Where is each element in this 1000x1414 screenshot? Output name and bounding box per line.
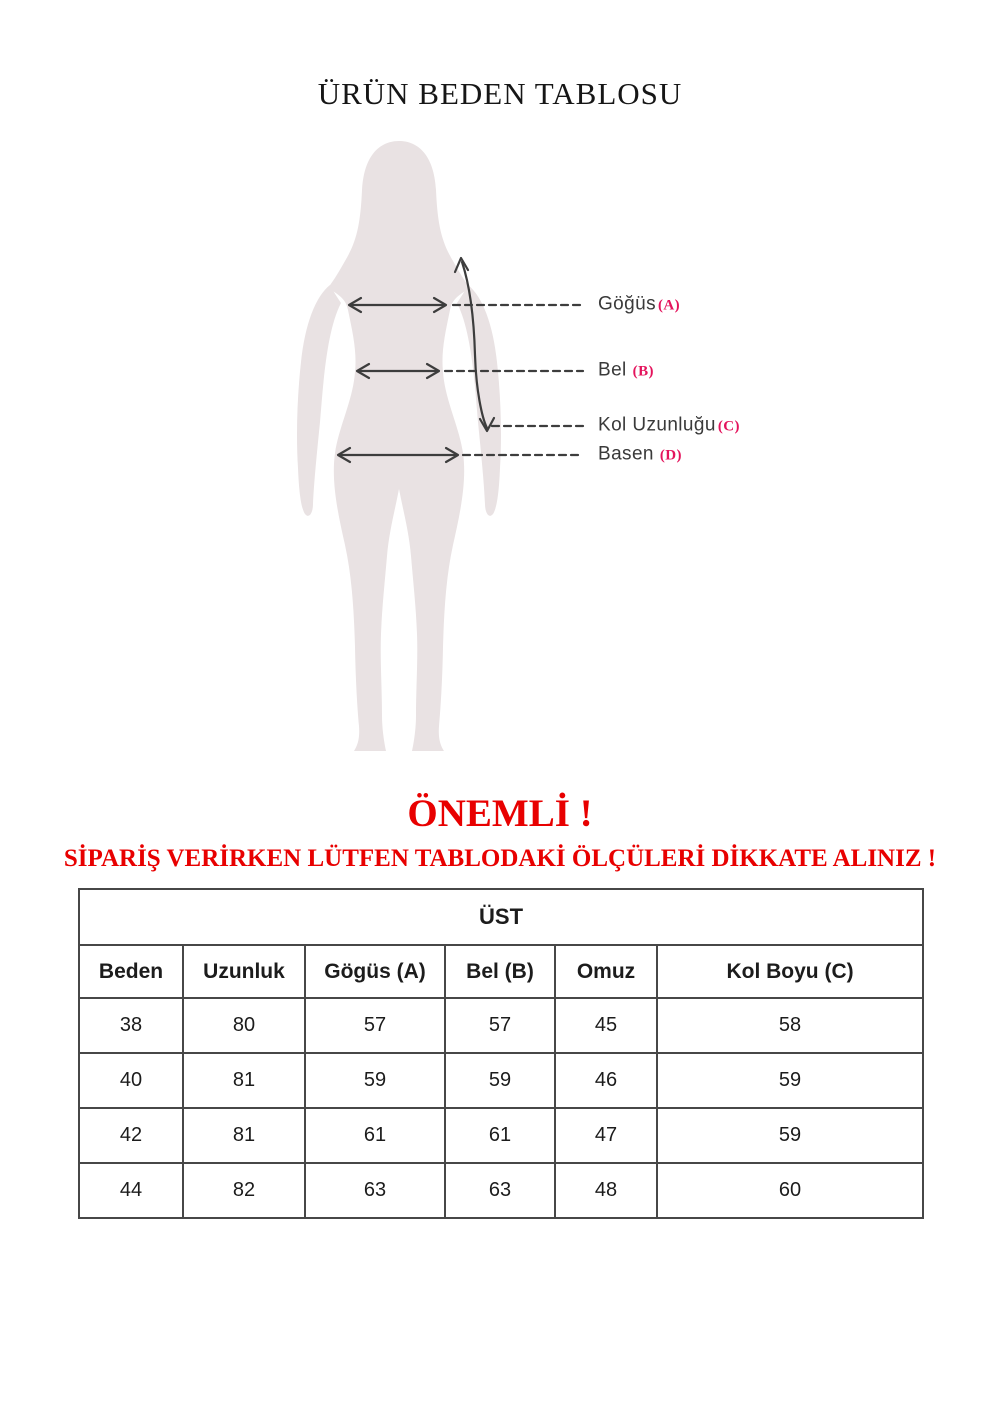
column-header-gogus: Gögüs (A): [304, 944, 446, 999]
table-cell: 59: [444, 1052, 556, 1109]
table-cell: 59: [655, 1052, 925, 1109]
label-chest: Göğüs (A): [598, 294, 680, 316]
table-cell: 42: [78, 1107, 184, 1164]
table-cell: 40: [78, 1052, 184, 1109]
table-cell: 59: [304, 1052, 446, 1109]
table-row: 38 80 57 57 45 58: [78, 997, 925, 1054]
label-hip-text: Basen: [598, 443, 654, 465]
column-header-omuz: Omuz: [554, 944, 658, 999]
body-measurement-diagram: [297, 141, 585, 751]
column-header-uzunluk: Uzunluk: [182, 944, 306, 999]
warning-title: ÖNEMLİ !: [407, 792, 593, 835]
table-cell: 80: [182, 997, 306, 1054]
waist-measure-arrow: [355, 362, 441, 380]
table-cell: 48: [554, 1162, 658, 1219]
label-hip-letter: (D): [659, 447, 682, 464]
table-cell: 60: [655, 1162, 925, 1219]
table-row: 44 82 63 63 48 60: [78, 1162, 925, 1219]
table-cell: 46: [554, 1052, 658, 1109]
table-cell: 38: [78, 997, 184, 1054]
arm-length-arrow: [453, 256, 496, 433]
left-arm-silhouette: [297, 285, 341, 516]
column-header-kol-boyu: Kol Boyu (C): [655, 944, 925, 999]
label-waist-text: Bel: [598, 359, 627, 381]
label-arm-length-text: Kol Uzunluğu: [598, 414, 716, 436]
page-title: ÜRÜN BEDEN TABLOSU: [317, 76, 683, 111]
table-cell: 63: [444, 1162, 556, 1219]
table-cell: 81: [182, 1107, 306, 1164]
table-cell: 47: [554, 1107, 658, 1164]
table-cell: 81: [182, 1052, 306, 1109]
table-group-header-row: ÜST: [77, 888, 925, 946]
table-column-header-row: Beden Uzunluk Gögüs (A) Bel (B) Omuz Kol…: [78, 944, 925, 999]
table-cell: 61: [304, 1107, 446, 1164]
group-header-ust: ÜST: [77, 888, 925, 946]
label-arm-length-letter: (C): [717, 418, 740, 435]
warning-text: SİPARİŞ VERİRKEN LÜTFEN TABLODAKİ ÖLÇÜLE…: [63, 845, 937, 872]
label-chest-text: Göğüs: [598, 293, 656, 315]
table-cell: 45: [554, 997, 658, 1054]
table-row: 42 81 61 61 47 59: [78, 1107, 925, 1164]
chest-measure-arrow: [347, 296, 448, 314]
table-row: 40 81 59 59 46 59: [78, 1052, 925, 1109]
table-cell: 44: [78, 1162, 184, 1219]
label-waist: Bel (B): [598, 360, 654, 382]
table-cell: 63: [304, 1162, 446, 1219]
table-cell: 57: [444, 997, 556, 1054]
table-cell: 61: [444, 1107, 556, 1164]
table-cell: 82: [182, 1162, 306, 1219]
table-cell: 57: [304, 997, 446, 1054]
column-header-bel: Bel (B): [444, 944, 556, 999]
label-arm-length: Kol Uzunluğu (C): [598, 415, 740, 437]
body-silhouette: [328, 141, 470, 751]
label-hip: Basen (D): [598, 444, 682, 466]
table-cell: 58: [655, 997, 925, 1054]
column-header-beden: Beden: [78, 944, 184, 999]
size-table: ÜST Beden Uzunluk Gögüs (A) Bel (B) Omuz…: [77, 888, 925, 1219]
label-waist-letter: (B): [632, 363, 654, 380]
table-cell: 59: [655, 1107, 925, 1164]
hip-measure-arrow: [336, 446, 460, 464]
label-chest-letter: (A): [657, 297, 681, 314]
